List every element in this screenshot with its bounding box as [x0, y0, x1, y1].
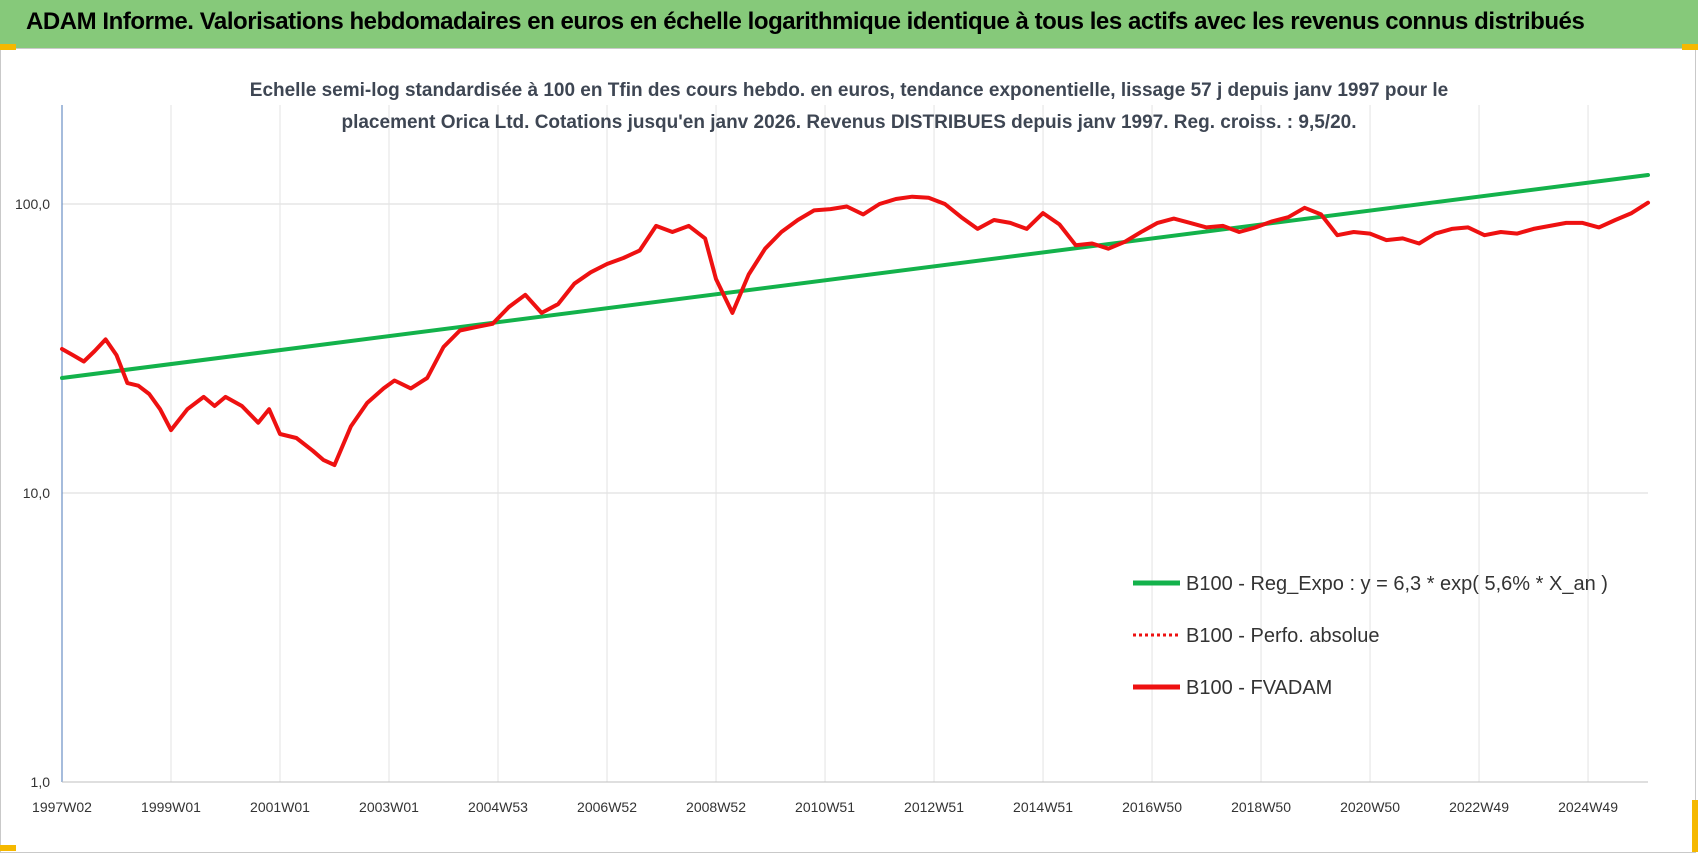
- x-tick-label: 2020W50: [1340, 799, 1400, 815]
- legend: B100 - Reg_Expo : y = 6,3 * exp( 5,6% * …: [1133, 573, 1608, 699]
- x-axis-ticks: 1997W02 1999W01 2001W01 2003W01 2004W53 2006W…: [32, 799, 1618, 815]
- x-tick-label: 1999W01: [141, 799, 201, 815]
- corner-mark-bottom-left: [0, 845, 16, 851]
- corner-mark-top-right: [1682, 44, 1698, 50]
- x-tick-label: 2024W49: [1558, 799, 1618, 815]
- x-tick-label: 2016W50: [1122, 799, 1182, 815]
- x-tick-label: 2022W49: [1449, 799, 1509, 815]
- x-tick-label: 2006W52: [577, 799, 637, 815]
- x-tick-label: 1997W02: [32, 799, 92, 815]
- chart-subtitle-line-2: placement Orica Ltd. Cotations jusqu'en …: [341, 112, 1356, 133]
- chart-subtitle-line-1: Echelle semi-log standardisée à 100 en T…: [250, 80, 1448, 101]
- y-tick-label: 1,0: [31, 774, 51, 790]
- corner-mark-top-left: [0, 44, 16, 50]
- x-tick-label: 2010W51: [795, 799, 855, 815]
- series-line-2: [60, 194, 1650, 467]
- x-tick-label: 2012W51: [904, 799, 964, 815]
- x-tick-label: 2001W01: [250, 799, 310, 815]
- legend-label-2: B100 - FVADAM: [1186, 677, 1332, 699]
- header-bar: ADAM Informe. Valorisations hebdomadaire…: [0, 0, 1698, 48]
- series-line-0: [60, 173, 1650, 380]
- report-title: ADAM Informe. Valorisations hebdomadaire…: [26, 8, 1585, 35]
- series-group: [60, 173, 1650, 467]
- y-tick-label: 100,0: [15, 196, 50, 212]
- y-axis-ticks: 1,0 10,0 100,0: [15, 196, 50, 790]
- corner-mark-bottom-right: [1692, 800, 1698, 852]
- y-tick-label: 10,0: [23, 485, 50, 501]
- chart-frame: [0, 48, 1696, 853]
- x-tick-label: 2018W50: [1231, 799, 1291, 815]
- x-tick-label: 2014W51: [1013, 799, 1073, 815]
- legend-label-1: B100 - Perfo. absolue: [1186, 625, 1379, 647]
- legend-label-0: B100 - Reg_Expo : y = 6,3 * exp( 5,6% * …: [1186, 573, 1608, 595]
- x-tick-label: 2003W01: [359, 799, 419, 815]
- x-tick-label: 2004W53: [468, 799, 528, 815]
- x-tick-label: 2008W52: [686, 799, 746, 815]
